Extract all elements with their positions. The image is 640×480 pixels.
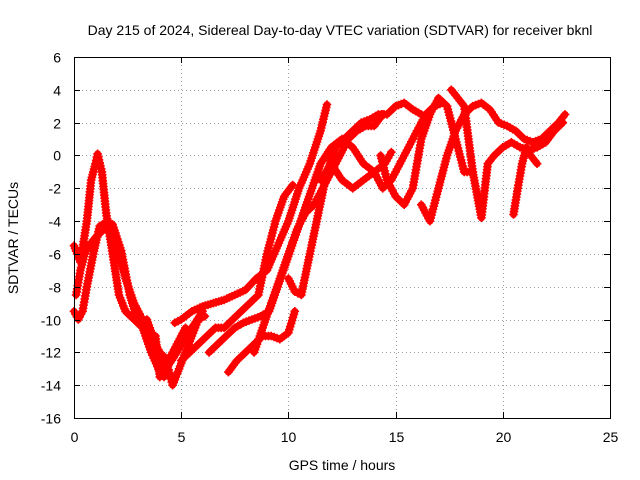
y-tick-label: 2 xyxy=(53,116,61,132)
axis-ticks: 0 5 10 15 20 25 -16 -14 -12 -10 -8 -6 -4 -2 0 2 4 6 xyxy=(41,50,619,446)
series-points xyxy=(176,180,297,365)
series-track-14 xyxy=(447,85,568,223)
data-point xyxy=(288,180,297,190)
y-tick-label: 4 xyxy=(53,83,61,99)
data-point xyxy=(290,307,300,316)
series-track-10 xyxy=(284,98,433,300)
y-tick-label: -14 xyxy=(41,378,61,394)
x-tick-label: 5 xyxy=(178,429,186,445)
series-points xyxy=(151,312,210,390)
series-track-4 xyxy=(151,312,210,390)
data-point xyxy=(181,323,190,333)
series-track-5 xyxy=(170,100,332,328)
y-tick-label: 0 xyxy=(53,148,61,164)
chart-title: Day 215 of 2024, Sidereal Day-to-day VTE… xyxy=(88,22,593,38)
data-point xyxy=(532,159,542,168)
series-points xyxy=(417,98,570,226)
series-points xyxy=(447,85,568,223)
y-tick-label: -8 xyxy=(49,280,62,296)
data-point xyxy=(387,147,396,157)
y-tick-label: -10 xyxy=(41,313,61,329)
series-track-13 xyxy=(417,98,570,226)
series-points xyxy=(509,143,542,219)
series-track-15 xyxy=(509,143,542,219)
y-tick-label: -16 xyxy=(41,411,61,427)
y-tick-label: -12 xyxy=(41,345,61,361)
plot-frame xyxy=(74,57,611,419)
x-tick-label: 10 xyxy=(281,429,297,445)
x-tick-label: 15 xyxy=(389,429,405,445)
series-track-6 xyxy=(176,180,297,365)
data-series xyxy=(69,85,570,390)
x-axis-title: GPS time / hours xyxy=(289,457,396,473)
y-axis-title: SDTVAR / TECUs xyxy=(5,182,21,294)
data-point xyxy=(560,110,570,119)
data-point xyxy=(200,312,210,321)
data-point xyxy=(322,100,332,109)
y-tick-label: -4 xyxy=(49,214,62,230)
x-tick-label: 0 xyxy=(71,429,79,445)
y-tick-label: -2 xyxy=(49,181,62,197)
data-point xyxy=(558,118,568,127)
y-tick-label: 6 xyxy=(53,50,61,66)
x-tick-label: 25 xyxy=(603,429,619,445)
x-tick-label: 20 xyxy=(496,429,512,445)
y-tick-label: -6 xyxy=(49,247,62,263)
series-points xyxy=(170,100,332,328)
